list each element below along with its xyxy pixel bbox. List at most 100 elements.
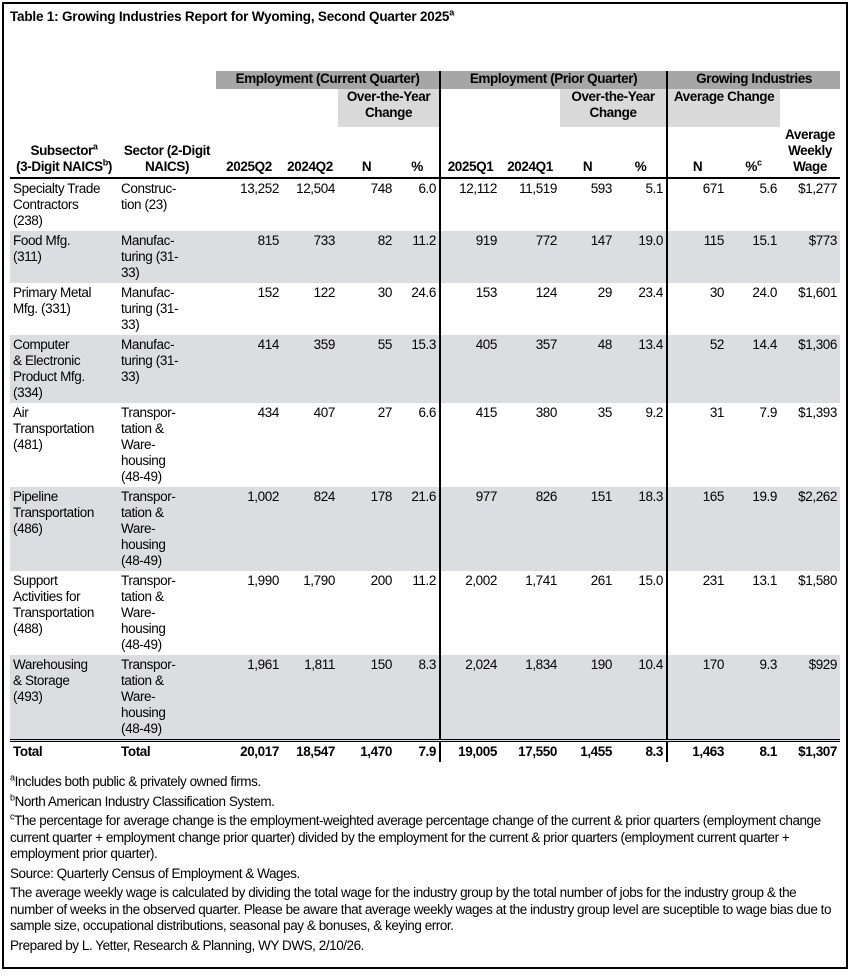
cell-subsector: Total (10, 739, 118, 762)
title-footnote-marker: a (449, 7, 454, 18)
col-avg-n: N (667, 127, 728, 179)
cell-wage: $1,601 (798, 285, 838, 300)
col-avg-weekly-wage: Average Weekly Wage (780, 127, 841, 179)
cell-subsector: Support Activities for Transportation (4… (13, 573, 94, 636)
cell-wage: $1,306 (780, 335, 841, 403)
cell-ppct: 23.4 (615, 283, 669, 335)
cell-sector: Construc- tion (23) (121, 181, 176, 212)
group-header-growing: Growing Industries (667, 71, 841, 89)
cell-wage: $1,277 (798, 181, 838, 196)
cell-wage: $1,393 (798, 405, 838, 420)
cell-cn: 748 (370, 181, 393, 196)
cell-ppct: 18.3 (615, 487, 669, 571)
total-row: Total Total 20,017 18,547 1,470 7.9 19,005 17,5… (10, 739, 841, 762)
cell-cpct: 6.0 (395, 178, 442, 231)
cell-c2025q2: 434 (257, 405, 280, 420)
cell-wage: $2,262 (780, 487, 841, 571)
table-row: Warehousing & Storage (493) Transpor- tat… (10, 655, 841, 741)
cell-apct: 8.1 (727, 739, 781, 762)
footnote: cThe percentage for average change is th… (10, 811, 821, 861)
col-avg-pct: %c (727, 127, 781, 179)
cell-p2024q1: 772 (500, 231, 561, 283)
cell-pn: 190 (560, 655, 616, 741)
cell-c2025q2: 1,990 (247, 573, 279, 588)
cell-pn: 593 (590, 181, 613, 196)
cell-wage: $929 (780, 655, 841, 741)
cell-ppct: 13.4 (615, 335, 669, 403)
cell-an: 1,463 (667, 739, 728, 762)
cell-sector: Manufac- turing (31- 33) (118, 231, 216, 283)
cell-subsector: Air Transportation (481) (13, 405, 94, 452)
cell-apct: 13.1 (752, 573, 778, 588)
table-row: Air Transportation (481) Transpor- tation… (10, 403, 840, 487)
cell-cpct: 15.3 (395, 335, 442, 403)
cell-p2025q1: 919 (440, 231, 501, 283)
cell-wage: $1,307 (780, 739, 841, 762)
footnote: bNorth American Industry Classification … (10, 792, 275, 809)
cell-cpct: 8.3 (395, 655, 442, 741)
cell-cpct: 11.2 (395, 231, 442, 283)
cell-cn: 30 (377, 285, 393, 300)
cell-ppct: 19.0 (615, 231, 669, 283)
cell-wage: $773 (780, 231, 841, 283)
cell-p2024q1: 124 (535, 285, 558, 300)
cell-c2024q2: 824 (282, 487, 338, 571)
cell-cpct: 24.6 (395, 283, 442, 335)
cell-cn: 82 (338, 231, 395, 283)
cell-cpct: 7.9 (395, 739, 442, 762)
footnote: aIncludes both public & privately owned … (10, 772, 261, 789)
cell-an: 31 (709, 405, 725, 420)
cell-c2024q2: 12,504 (296, 181, 335, 196)
cell-apct: 14.4 (727, 335, 781, 403)
cell-pn: 35 (597, 405, 613, 420)
cell-p2025q1: 153 (475, 285, 498, 300)
cell-sector: Transpor- tation & Ware- housing (48-49) (121, 573, 176, 652)
cell-ppct: 8.3 (615, 739, 669, 762)
cell-cpct: 6.6 (395, 403, 442, 487)
cell-c2024q2: 1,811 (282, 655, 338, 741)
cell-c2025q2: 414 (216, 335, 282, 403)
cell-p2025q1: 2,024 (440, 655, 501, 741)
cell-c2024q2: 359 (282, 335, 338, 403)
cell-c2024q2: 407 (313, 405, 336, 420)
cell-sector: Total (118, 739, 216, 762)
cell-c2025q2: 13,252 (240, 181, 279, 196)
col-current-n: N (338, 127, 395, 179)
group-header-prior: Employment (Prior Quarter) (440, 71, 669, 89)
cell-c2025q2: 1,002 (216, 487, 282, 571)
cell-p2025q1: 2,002 (465, 573, 498, 588)
cell-subsector: Computer & Electronic Product Mfg. (334) (10, 335, 118, 403)
cell-p2024q1: 826 (500, 487, 561, 571)
cell-cn: 150 (338, 655, 395, 741)
cell-cpct: 11.2 (395, 571, 442, 655)
col-prior-pct: % (615, 127, 669, 179)
cell-cn: 178 (338, 487, 395, 571)
table-row: Primary Metal Mfg. (331) Manufac- turing … (10, 283, 840, 335)
footnotes: aIncludes both public & privately owned … (10, 772, 840, 954)
cell-pn: 261 (590, 573, 613, 588)
cell-c2025q2: 152 (257, 285, 280, 300)
cell-c2025q2: 20,017 (216, 739, 282, 762)
cell-p2024q1: 1,834 (500, 655, 561, 741)
cell-c2024q2: 1,790 (303, 573, 335, 588)
cell-apct: 7.9 (759, 405, 778, 420)
cell-an: 52 (667, 335, 728, 403)
footnote: Prepared by L. Yetter, Research & Planni… (10, 937, 364, 953)
cell-pn: 151 (560, 487, 616, 571)
oty-change-current-header: Over-the-Year Change (338, 89, 442, 127)
cell-an: 671 (702, 181, 725, 196)
cell-subsector: Warehousing & Storage (493) (10, 655, 118, 741)
cell-c2024q2: 733 (282, 231, 338, 283)
cell-apct: 5.6 (759, 181, 778, 196)
cell-sector: Manufac- turing (31- 33) (118, 335, 216, 403)
cell-ppct: 5.1 (615, 178, 669, 231)
table-row: Food Mfg. (311) Manufac- turing (31- 33) 8… (10, 231, 841, 283)
col-2024q1: 2024Q1 (500, 127, 561, 179)
col-prior-n: N (560, 127, 616, 179)
cell-subsector: Food Mfg. (311) (10, 231, 118, 283)
growing-industries-table: Employment (Current Quarter) Employment … (10, 71, 841, 762)
cell-apct: 15.1 (727, 231, 781, 283)
footnote: The average weekly wage is calculated by… (10, 885, 832, 933)
cell-cn: 55 (338, 335, 395, 403)
